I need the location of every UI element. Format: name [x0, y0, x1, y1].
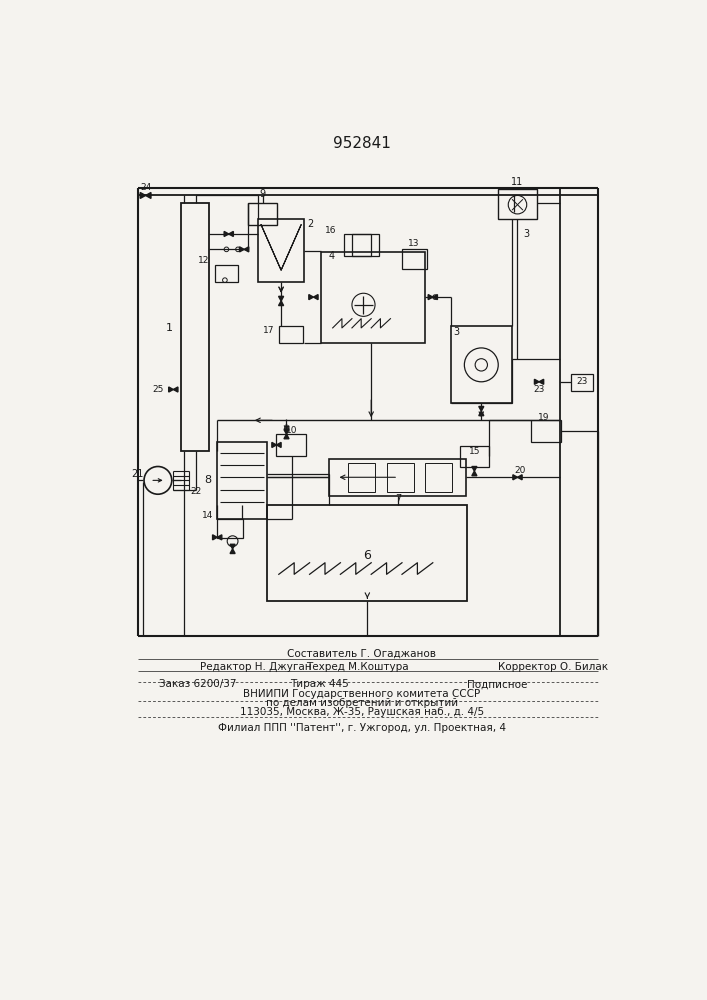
Bar — [352, 234, 379, 256]
Text: 14: 14 — [202, 511, 214, 520]
Bar — [425, 463, 452, 492]
Text: 6: 6 — [363, 549, 371, 562]
Polygon shape — [309, 295, 313, 300]
Polygon shape — [230, 544, 235, 549]
Text: 12: 12 — [198, 256, 209, 265]
Text: 21: 21 — [132, 469, 144, 479]
Text: 3: 3 — [454, 327, 460, 337]
Polygon shape — [479, 411, 484, 416]
Polygon shape — [279, 296, 284, 301]
Text: 19: 19 — [538, 413, 550, 422]
Polygon shape — [213, 535, 217, 540]
Bar — [498, 189, 537, 219]
Polygon shape — [518, 475, 522, 480]
Text: 11: 11 — [511, 177, 524, 187]
Bar — [248, 203, 277, 225]
Polygon shape — [217, 535, 222, 540]
Bar — [279, 326, 303, 343]
Bar — [181, 203, 209, 451]
Text: 113035, Москва, Ж-35, Раушская наб., д. 4/5: 113035, Москва, Ж-35, Раушская наб., д. … — [240, 707, 484, 717]
Text: 24: 24 — [140, 183, 151, 192]
Text: 20: 20 — [514, 466, 525, 475]
Polygon shape — [279, 301, 284, 306]
Polygon shape — [230, 549, 235, 554]
Text: Филиал ППП ''Патент'', г. Ужгород, ул. Проектная, 4: Филиал ППП ''Патент'', г. Ужгород, ул. П… — [218, 723, 506, 733]
Text: 15: 15 — [469, 447, 480, 456]
Polygon shape — [284, 430, 289, 434]
Bar — [217, 519, 243, 538]
Text: 13: 13 — [408, 239, 419, 248]
Bar — [571, 374, 593, 391]
Polygon shape — [140, 192, 146, 198]
Polygon shape — [169, 387, 173, 392]
Polygon shape — [272, 442, 276, 447]
Polygon shape — [313, 295, 318, 300]
Bar — [329, 459, 466, 496]
Text: 16: 16 — [325, 226, 337, 235]
Text: Корректор О. Билак: Корректор О. Билак — [498, 662, 608, 672]
Text: Подписное: Подписное — [467, 679, 528, 689]
Text: 23: 23 — [576, 377, 588, 386]
Text: 22: 22 — [190, 487, 201, 496]
Polygon shape — [173, 387, 178, 392]
Text: 9: 9 — [259, 189, 266, 199]
Text: ВНИИПИ Государственного комитета СССР: ВНИИПИ Государственного комитета СССР — [243, 689, 481, 699]
Polygon shape — [513, 475, 518, 480]
Text: 23: 23 — [533, 385, 544, 394]
Text: 25: 25 — [153, 385, 164, 394]
Text: Заказ 6200/37: Заказ 6200/37 — [158, 679, 236, 689]
Bar — [450, 326, 512, 403]
Polygon shape — [224, 231, 229, 237]
Polygon shape — [428, 295, 433, 300]
Text: 4: 4 — [329, 251, 335, 261]
Text: 952841: 952841 — [333, 136, 391, 151]
Text: Составитель Г. Огаджанов: Составитель Г. Огаджанов — [288, 649, 436, 659]
Polygon shape — [229, 231, 233, 237]
Polygon shape — [244, 247, 249, 252]
Text: 8: 8 — [205, 475, 212, 485]
Text: 2: 2 — [308, 219, 313, 229]
Bar — [267, 505, 467, 601]
Bar — [348, 463, 375, 492]
Polygon shape — [472, 466, 477, 471]
Polygon shape — [539, 379, 544, 384]
Bar — [460, 446, 489, 466]
Text: 17: 17 — [264, 326, 275, 335]
Polygon shape — [240, 247, 244, 252]
Bar — [387, 463, 414, 492]
Bar — [215, 265, 238, 282]
Text: Техред М.Коштура: Техред М.Коштура — [305, 662, 409, 672]
Text: Тираж 445: Тираж 445 — [291, 679, 349, 689]
Text: 3: 3 — [523, 229, 529, 239]
Bar — [258, 219, 304, 282]
Text: 7: 7 — [395, 494, 402, 504]
Polygon shape — [284, 434, 289, 439]
Polygon shape — [472, 471, 477, 476]
Bar — [276, 434, 305, 456]
Bar — [217, 442, 267, 519]
Text: по делам изобретений и открытий: по делам изобретений и открытий — [266, 698, 458, 708]
Polygon shape — [534, 379, 539, 384]
Bar — [344, 234, 371, 256]
Polygon shape — [479, 406, 484, 411]
Text: Редактор Н. Джуган: Редактор Н. Джуган — [200, 662, 312, 672]
Polygon shape — [433, 295, 438, 300]
Bar — [402, 249, 426, 269]
Text: 1: 1 — [166, 323, 173, 333]
Bar — [530, 420, 561, 442]
Bar — [321, 252, 425, 343]
Polygon shape — [276, 442, 281, 447]
Polygon shape — [146, 192, 151, 198]
Text: 10: 10 — [286, 426, 298, 435]
